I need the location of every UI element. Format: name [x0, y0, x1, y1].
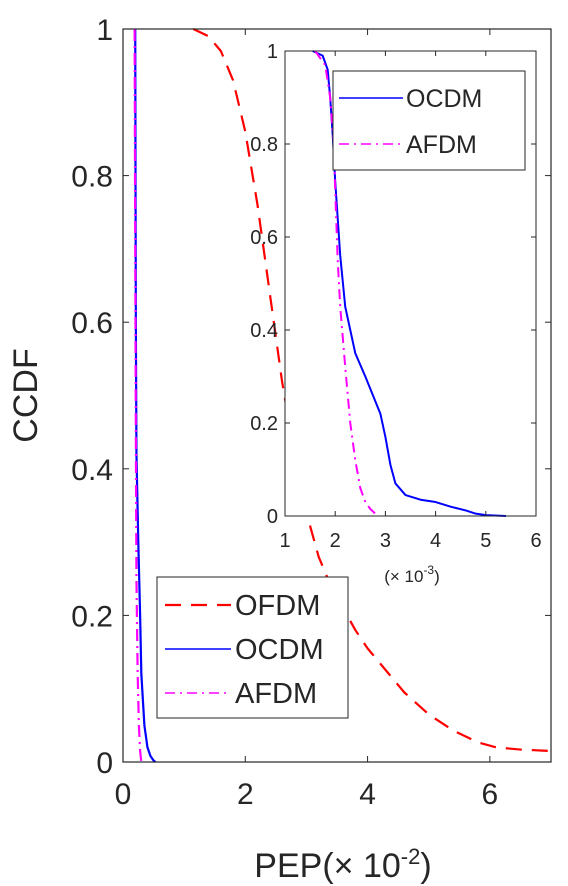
main-y-axis-label: CCDF [7, 348, 45, 442]
main-x-tick-label: 6 [482, 778, 499, 811]
main-y-tick-label: 0.4 [71, 454, 113, 487]
main-legend-label-afdm: AFDM [235, 678, 317, 710]
main-legend [156, 576, 349, 719]
inset-x-tick-label: 6 [530, 530, 541, 552]
inset-x-unit-label: (× 10-3) [384, 563, 440, 586]
inset-y-tick-label: 0.2 [250, 413, 278, 435]
main-series-afdm [133, 28, 143, 763]
inset-y-tick-label: 0.8 [250, 134, 278, 156]
main-x-axis-label-unit: (× 10 [322, 847, 400, 885]
main-y-tick-label: 0.8 [71, 161, 113, 194]
main-x-tick-label: 2 [237, 778, 254, 811]
inset-series-afdm [314, 50, 379, 517]
inset-axes-box [284, 50, 537, 517]
inset-y-tick-label: 0.4 [250, 320, 278, 342]
inset-legend-label-afdm: AFDM [406, 131, 477, 159]
inset-x-unit-close: ) [434, 567, 440, 586]
main-axes-box [122, 28, 552, 763]
inset-x-tick-label: 4 [430, 530, 441, 552]
inset-x-unit-text: (× 10 [384, 567, 423, 586]
inset-x-unit-exponent: -3 [423, 563, 434, 577]
main-y-tick-label: 0.2 [71, 600, 113, 633]
inset-y-tick-label: 0 [267, 506, 278, 528]
inset-x-tick-label: 5 [480, 530, 491, 552]
inset-x-tick-label: 1 [279, 530, 290, 552]
main-legend-label-ocdm: OCDM [235, 634, 324, 666]
main-y-tick-label: 0.6 [71, 307, 113, 340]
inset-x-tick-label: 2 [330, 530, 341, 552]
main-x-tick-label: 0 [115, 778, 132, 811]
main-y-tick-label: 0 [96, 747, 113, 780]
main-x-tick-label: 4 [359, 778, 376, 811]
main-x-axis-label-close: ) [420, 847, 431, 885]
main-legend-label-ofdm: OFDM [235, 590, 320, 622]
main-x-axis-label: PEP(× 10-2) [254, 844, 431, 885]
inset-plot: 1 2 3 4 5 6 0 0.2 0.4 0.6 0.8 1 (× 10-3) OCDM AFDM [250, 41, 541, 586]
inset-legend-label-ocdm: OCDM [406, 85, 482, 113]
inset-legend [332, 70, 526, 171]
inset-y-tick-label: 1 [267, 41, 278, 63]
main-x-axis-label-text: PEP [254, 847, 322, 885]
main-x-axis-label-exponent: -2 [401, 844, 421, 869]
main-y-tick-label: 1 [96, 14, 113, 47]
inset-x-tick-label: 3 [380, 530, 391, 552]
inset-y-tick-label: 0.6 [250, 227, 278, 249]
